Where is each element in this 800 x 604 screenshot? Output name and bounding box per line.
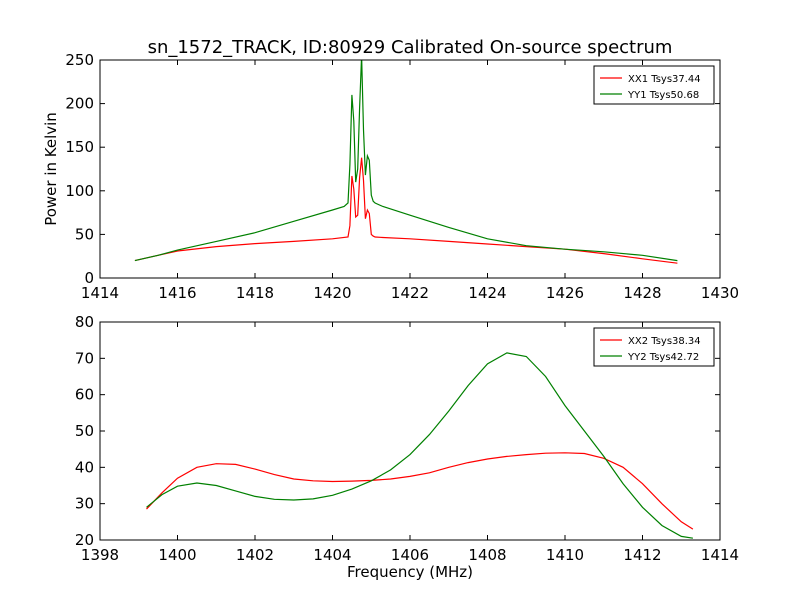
series-line-1 [134,60,678,262]
x-axis-label: Frequency (MHz) [347,563,473,581]
series-line-1 [146,352,693,539]
y-tick-label: 20 [75,531,94,549]
y-axis-label: Power in Kelvin [42,112,60,226]
y-tick-label: 40 [75,458,94,476]
chart-title: sn_1572_TRACK, ID:80929 Calibrated On-so… [148,37,673,58]
legend-label: XX1 Tsys37.44 [628,74,701,85]
legend-label: YY2 Tsys42.72 [627,352,699,363]
x-tick-label: 1428 [623,284,661,302]
y-tick-label: 30 [75,495,94,513]
x-tick-label: 1412 [623,546,661,564]
y-tick-label: 80 [75,313,94,331]
y-tick-label: 70 [75,349,94,367]
x-tick-label: 1402 [236,546,274,564]
x-tick-label: 1416 [158,284,196,302]
y-tick-label: 250 [65,51,94,69]
y-tick-label: 50 [75,422,94,440]
legend-label: YY1 Tsys50.68 [627,90,699,101]
top-plot: 1414 1416 1418 1420 1422 1424 1426 1428 1430 0 50 1… [42,51,739,302]
series-line-0 [134,157,678,264]
x-tick-label: 1408 [468,546,506,564]
series-line-0 [146,452,694,530]
x-tick-label: 1410 [546,546,584,564]
y-tick-label: 50 [75,225,94,243]
x-tick-label: 1424 [468,284,506,302]
x-tick-label: 1420 [313,284,351,302]
x-tick-label: 1426 [546,284,584,302]
x-tick-label: 1404 [313,546,351,564]
x-tick-label: 1422 [391,284,429,302]
y-tick-label: 60 [75,386,94,404]
x-tick-label: 1418 [236,284,274,302]
y-tick-label: 0 [84,269,94,287]
x-tick-label: 1400 [158,546,196,564]
x-tick-label: 1414 [701,546,739,564]
legend-label: XX2 Tsys38.34 [628,336,701,347]
legend: XX1 Tsys37.44 YY1 Tsys50.68 [593,65,715,105]
x-tick-label: 1406 [391,546,429,564]
x-tick-label: 1414 [81,284,119,302]
legend-box [593,327,715,367]
y-tick-label: 150 [65,138,94,156]
y-tick-label: 100 [65,182,94,200]
legend: XX2 Tsys38.34 YY2 Tsys42.72 [593,327,715,367]
y-tick-label: 200 [65,95,94,113]
legend-box [593,65,715,105]
x-tick-label: 1430 [701,284,739,302]
bottom-plot: 1398 1400 1402 1404 1406 1408 1410 1412 1414 20 30… [75,313,739,581]
x-tick-label: 1398 [81,546,119,564]
